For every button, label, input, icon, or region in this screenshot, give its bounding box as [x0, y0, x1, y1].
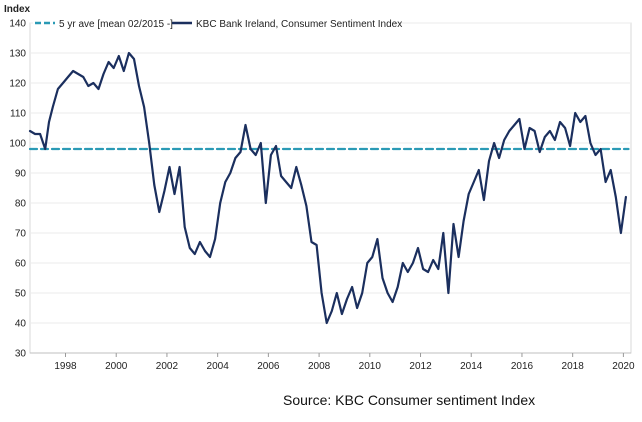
legend-background [33, 16, 395, 30]
y-tick-label: 80 [15, 199, 27, 210]
x-tick-label: 1998 [54, 361, 77, 372]
legend-label-index: KBC Bank Ireland, Consumer Sentiment Ind… [196, 19, 402, 30]
y-axis-label: Index [4, 4, 31, 15]
series-lines [28, 51, 630, 325]
x-tick-label: 2002 [156, 361, 179, 372]
y-tick-label: 140 [9, 19, 26, 30]
source-note: Source: KBC Consumer sentiment Index [283, 392, 536, 408]
x-tick-label: 2014 [460, 361, 483, 372]
y-tick-label: 40 [15, 319, 27, 330]
y-tick-label: 110 [10, 109, 26, 120]
y-tick-label: 100 [9, 139, 26, 150]
y-tick-label: 90 [15, 169, 27, 180]
y-axis-ticks: 30 40 50 60 70 80 90 100 110 120 130 140 [9, 19, 26, 360]
x-tick-label: 2020 [612, 361, 635, 372]
y-tick-label: 130 [9, 49, 26, 60]
x-tick-label: 2016 [511, 361, 534, 372]
x-tick-label: 2004 [207, 361, 230, 372]
y-tick-label: 60 [15, 259, 27, 270]
y-tick-label: 30 [15, 349, 27, 360]
legend: 5 yr ave [mean 02/2015 -] KBC Bank Irela… [33, 16, 402, 30]
x-tick-label: 2008 [308, 361, 331, 372]
y-tick-label: 70 [15, 229, 27, 240]
series-line-consumer-sentiment [28, 51, 628, 325]
x-tick-label: 2012 [409, 361, 432, 372]
y-tick-label: 50 [15, 289, 27, 300]
x-tick-label: 2000 [105, 361, 128, 372]
x-axis-ticks: 1998 2000 2002 2004 2006 2008 2010 2012 2014 2016… [30, 352, 635, 372]
y-tick-label: 120 [9, 79, 26, 90]
x-tick-label: 2010 [359, 361, 382, 372]
x-tick-label: 2006 [257, 361, 280, 372]
x-tick-label: 2018 [562, 361, 585, 372]
plot-area [29, 22, 632, 354]
legend-label-average: 5 yr ave [mean 02/2015 -] [59, 19, 173, 30]
